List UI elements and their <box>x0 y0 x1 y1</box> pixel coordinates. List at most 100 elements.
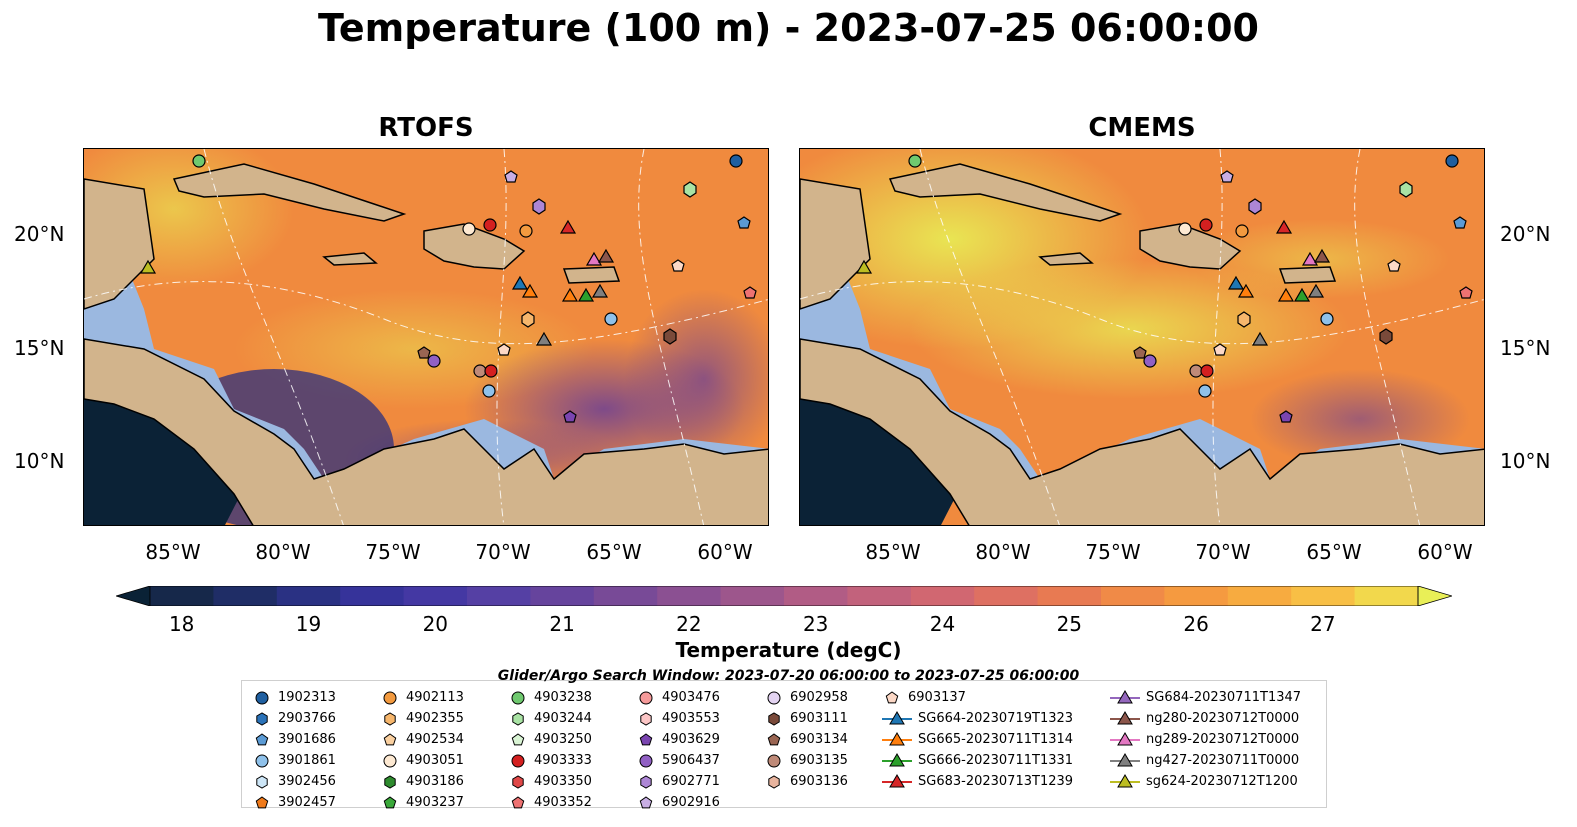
lon-label-60w-left: 60°W <box>697 540 753 564</box>
legend-item-label: 4903629 <box>662 732 720 747</box>
legend-item-label: ng289-20230712T0000 <box>1146 732 1300 747</box>
triangle-line-icon <box>1110 752 1140 766</box>
legend-item-label: SG664-20230719T1323 <box>918 711 1074 726</box>
colorbar-tick-label: 26 <box>1183 612 1209 636</box>
yucatan-land <box>84 178 155 310</box>
lon-label-65w-left: 65°W <box>586 540 642 564</box>
colorbar-svg <box>114 585 1454 607</box>
triangle-line-icon <box>882 752 912 766</box>
colorbar-segment <box>1037 586 1102 606</box>
legend-item: 6902771 <box>636 771 720 792</box>
lon-label-85w-right: 85°W <box>865 540 921 564</box>
legend-item-label: 6903134 <box>790 732 848 747</box>
lon-label-75w-right: 75°W <box>1085 540 1141 564</box>
legend-item-label: 3902457 <box>278 795 336 810</box>
pentagon-icon <box>511 732 525 745</box>
pentagon-icon <box>383 732 397 745</box>
legend-item: 4903476 <box>636 687 720 708</box>
colorbar-segment <box>1354 586 1419 606</box>
legend-item: 6903135 <box>764 750 848 771</box>
yucatan-land <box>800 178 871 310</box>
legend-item-label: 4903476 <box>662 690 720 705</box>
legend-item: ng289-20230712T0000 <box>1110 729 1299 750</box>
pentagon-icon <box>383 795 397 808</box>
legend-item: 3902457 <box>252 792 336 813</box>
colorbar-segment <box>910 586 975 606</box>
legend-item: 4903250 <box>508 729 592 750</box>
legend-item: SG683-20230713T1239 <box>882 771 1073 792</box>
legend-item: 4903333 <box>508 750 592 771</box>
legend-item-label: SG666-20230711T1331 <box>918 753 1074 768</box>
colorbar-label: Temperature (degC) <box>675 638 902 662</box>
legend-item-label: 4902534 <box>406 732 464 747</box>
legend-item: 4903237 <box>380 792 464 813</box>
legend-item-label: 4903553 <box>662 711 720 726</box>
hexagon-icon <box>640 774 652 789</box>
legend-item: 6903111 <box>764 708 848 729</box>
legend-item-label: 4903238 <box>534 690 592 705</box>
colorbar-segment <box>720 586 785 606</box>
legend-item: SG666-20230711T1331 <box>882 750 1073 771</box>
map-panel-rtofs[interactable] <box>83 148 769 526</box>
colorbar-tick-label: 18 <box>168 612 195 636</box>
colorbar <box>114 585 1454 607</box>
colorbar-tick-label: 20 <box>422 612 449 636</box>
pentagon-icon <box>639 732 653 745</box>
lon-label-60w-right: 60°W <box>1417 540 1473 564</box>
legend-item-label: sg624-20230712T1200 <box>1146 774 1298 789</box>
colorbar-segment <box>213 586 278 606</box>
lon-label-80w-right: 80°W <box>975 540 1031 564</box>
hexagon-icon <box>768 774 780 789</box>
legend-item-label: SG684-20230711T1347 <box>1146 690 1302 705</box>
legend-item: ng427-20230711T0000 <box>1110 750 1299 771</box>
map-svg-cmems <box>800 149 1484 525</box>
map-panel-cmems[interactable] <box>799 148 1485 526</box>
legend-item-label: ng280-20230712T0000 <box>1146 711 1300 726</box>
legend-item-label: 3901686 <box>278 732 336 747</box>
figure-title: Temperature (100 m) - 2023-07-25 06:00:0… <box>317 6 1259 50</box>
legend-item: 4903553 <box>636 708 720 729</box>
legend-item: 5906437 <box>636 750 720 771</box>
colorbar-tick-label: 25 <box>1056 612 1083 636</box>
legend-item: 3901686 <box>252 729 336 750</box>
legend-item-label: 6903111 <box>790 711 848 726</box>
legend-item: 6902958 <box>764 687 848 708</box>
legend-item: 6903136 <box>764 771 848 792</box>
legend-item: 4903629 <box>636 729 720 750</box>
legend-item-label: 6903135 <box>790 753 848 768</box>
legend-item-label: 2903766 <box>278 711 336 726</box>
circle-icon <box>511 754 525 767</box>
legend-item-label: 6903136 <box>790 774 848 789</box>
legend-item: 6902916 <box>636 792 720 813</box>
colorbar-segment <box>784 586 848 606</box>
pentagon-icon <box>885 690 899 703</box>
legend-item-label: 4902113 <box>406 690 464 705</box>
colorbar-segment <box>657 586 722 606</box>
legend-item-label: 4903244 <box>534 711 592 726</box>
glider-markers <box>139 219 615 346</box>
legend-item: 4902113 <box>380 687 464 708</box>
legend-item-label: 4903186 <box>406 774 464 789</box>
triangle-line-icon <box>1110 689 1140 703</box>
colorbar-segment <box>1164 586 1229 606</box>
legend-title: Glider/Argo Search Window: 2023-07-20 06… <box>497 668 1080 684</box>
legend-item-label: 3901861 <box>278 753 336 768</box>
hexagon-icon <box>512 711 524 726</box>
legend-item-label: 4903250 <box>534 732 592 747</box>
legend-item-label: 6902771 <box>662 774 720 789</box>
legend-item-label: SG683-20230713T1239 <box>918 774 1074 789</box>
pentagon-icon <box>639 795 653 808</box>
colorbar-max-arrow <box>1417 585 1454 607</box>
legend-item: 4903350 <box>508 771 592 792</box>
lat-label-15n-right: 15°N <box>1500 336 1551 360</box>
lat-label-10n-right: 10°N <box>1500 449 1551 473</box>
legend-item-label: ng427-20230711T0000 <box>1146 753 1300 768</box>
hexagon-icon <box>384 774 396 789</box>
colorbar-min-arrow <box>114 585 151 607</box>
triangle-line-icon <box>1110 773 1140 787</box>
legend: 1902313 2903766 3901686 3901861 3902456 39024… <box>241 680 1327 810</box>
legend-item: 4903352 <box>508 792 592 813</box>
legend-item: 2903766 <box>252 708 336 729</box>
legend-item-label: 6902916 <box>662 795 720 810</box>
triangle-line-icon <box>1110 731 1140 745</box>
